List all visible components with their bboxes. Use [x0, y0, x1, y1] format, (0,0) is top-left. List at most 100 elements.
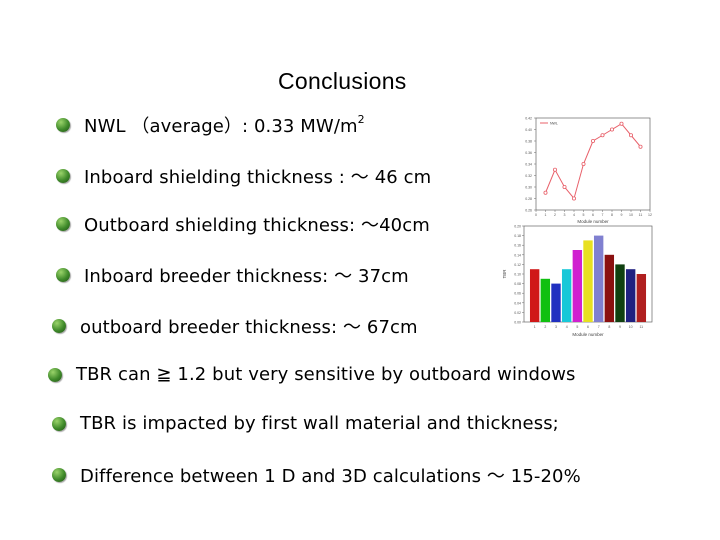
x-tick-label: 5: [576, 325, 578, 329]
tbr-bar: [551, 283, 561, 322]
y-tick-label: 0.30: [525, 186, 532, 190]
bullet-dot-icon: [56, 169, 70, 183]
nwl-point: [600, 133, 605, 138]
x-tick-label: 9: [619, 325, 621, 329]
x-tick-label: 6: [587, 325, 589, 329]
nwl-point: [629, 133, 634, 138]
tbr-bar: [583, 240, 593, 322]
tbr-bar: [572, 250, 583, 322]
bullet-inboard-breeder: Inboard breeder thickness: ～ 37cm: [56, 262, 409, 288]
y-tick-label: 0.06: [514, 292, 521, 296]
bullet-dot-icon: [56, 118, 70, 132]
x-tick-label: 7: [598, 325, 600, 329]
tbr-bar: [540, 278, 551, 322]
tbr-bar: [593, 235, 604, 322]
x-tick-label: 2: [554, 213, 556, 217]
tbr-bar: [615, 264, 625, 322]
x-tick-label: 10: [629, 325, 633, 329]
bullet-dot-icon: [52, 319, 66, 333]
bullet-outboard-shielding: Outboard shielding thickness: ～40cm: [56, 211, 430, 237]
bullet-dot-icon: [52, 468, 66, 482]
bullet-dot-icon: [56, 268, 70, 282]
y-tick-label: 0.38: [525, 140, 532, 144]
y-tick-label: 0.04: [514, 301, 521, 305]
x-tick-label: 2: [544, 325, 546, 329]
x-tick-label: 4: [573, 213, 575, 217]
y-tick-label: 0.02: [514, 311, 521, 315]
x-tick-label: 10: [629, 213, 633, 217]
nwl-point: [638, 144, 643, 149]
nwl-series-line: [545, 123, 641, 200]
nwl-point: [543, 190, 548, 195]
y-tick-label: 0.34: [525, 163, 532, 167]
bullet-text: TBR can ≧ 1.2 but very sensitive by outb…: [76, 364, 576, 385]
x-tick-label: 7: [602, 213, 604, 217]
tbr-bar: [529, 269, 540, 322]
y-tick-label: 0.40: [525, 128, 532, 132]
y-tick-label: 0.36: [525, 151, 532, 155]
legend-label: NWL: [550, 122, 558, 126]
x-tick-label: 3: [555, 325, 557, 329]
x-tick-label: 4: [566, 325, 568, 329]
bullet-text: TBR is impacted by first wall material a…: [80, 413, 559, 434]
y-tick-label: 0.10: [514, 273, 521, 277]
bullet-outboard-breeder: outboard breeder thickness: ～ 67cm: [52, 313, 418, 339]
bullet-text: outboard breeder thickness: ～ 67cm: [80, 317, 418, 338]
bullet-tbr-first-wall: TBR is impacted by first wall material a…: [52, 413, 559, 434]
y-tick-label: 0.42: [525, 117, 532, 121]
bullet-dot-icon: [56, 217, 70, 231]
tbr-bar-chart: 0.00 0.02 0.04 0.06 0.08 0.10 0.12 0.14 0.16 0.18…: [500, 222, 658, 344]
nwl-line-chart: 0.26 0.28 0.30 0.32 0.34 0.36 0.38 0.40 0.42 0 1 2 3…: [506, 112, 656, 228]
y-tick-label: 0.14: [514, 253, 521, 257]
nwl-point: [610, 127, 615, 132]
bullet-inboard-shielding: Inboard shielding thickness : ～ 46 cm: [56, 163, 431, 189]
x-axis-label: Module number: [577, 219, 609, 224]
bullet-text: Inboard breeder thickness: ～ 37cm: [84, 266, 409, 287]
tbr-bar: [604, 254, 615, 322]
nwl-point: [562, 185, 567, 190]
bullet-text: NWL （average）: 0.33 MW/m2: [84, 113, 365, 137]
nwl-point: [581, 162, 586, 167]
y-tick-label: 0.00: [514, 321, 521, 325]
x-tick-label: 12: [648, 213, 652, 217]
x-tick-label: 5: [583, 213, 585, 217]
bullet-text: Difference between 1 D and 3D calculatio…: [80, 466, 581, 487]
y-axis-label: TBR: [502, 269, 507, 279]
x-tick-label: 11: [640, 325, 644, 329]
bullet-1d-3d-difference: Difference between 1 D and 3D calculatio…: [52, 462, 581, 488]
plot-frame: [535, 117, 651, 211]
bullet-text: Inboard shielding thickness : ～ 46 cm: [84, 167, 432, 188]
x-tick-label: 9: [621, 213, 623, 217]
nwl-point: [619, 121, 624, 126]
tbr-bar: [636, 274, 647, 322]
y-tick-label: 0.20: [514, 225, 521, 229]
x-tick-label: 1: [545, 213, 547, 217]
nwl-point: [591, 138, 596, 143]
tbr-bar: [625, 269, 636, 322]
bullet-dot-icon: [52, 416, 66, 431]
y-tick-label: 0.28: [525, 197, 532, 201]
x-tick-label: 8: [611, 213, 613, 217]
x-tick-label: 0: [535, 213, 537, 217]
tbr-bar-chart-svg: 0.00 0.02 0.04 0.06 0.08 0.10 0.12 0.14 0.16 0.18…: [502, 225, 653, 337]
bullet-text: Outboard shielding thickness: ～40cm: [84, 215, 430, 236]
bullet-tbr-windows: TBR can ≧ 1.2 but very sensitive by outb…: [48, 364, 576, 385]
x-tick-label: 1: [534, 325, 536, 329]
x-tick-label: 11: [639, 213, 643, 217]
nwl-line-chart-svg: 0.260.280.300.320.340.360.380.400.420 1 2 3…: [525, 117, 652, 225]
bullet-nwl: NWL （average）: 0.33 MW/m2: [56, 112, 365, 138]
y-tick-label: 0.18: [514, 234, 521, 238]
y-tick-label: 0.32: [525, 174, 532, 178]
y-tick-label: 0.12: [514, 263, 521, 267]
y-tick-label: 0.26: [525, 209, 532, 213]
slide-title: Conclusions: [278, 68, 407, 94]
x-axis-label: Module number: [572, 332, 604, 337]
nwl-point: [553, 167, 558, 172]
tbr-bar: [561, 269, 572, 322]
x-tick-label: 8: [608, 325, 610, 329]
nwl-point: [572, 196, 577, 201]
x-tick-label: 6: [592, 213, 594, 217]
bullet-dot-icon: [48, 367, 62, 382]
x-tick-label: 3: [564, 213, 566, 217]
